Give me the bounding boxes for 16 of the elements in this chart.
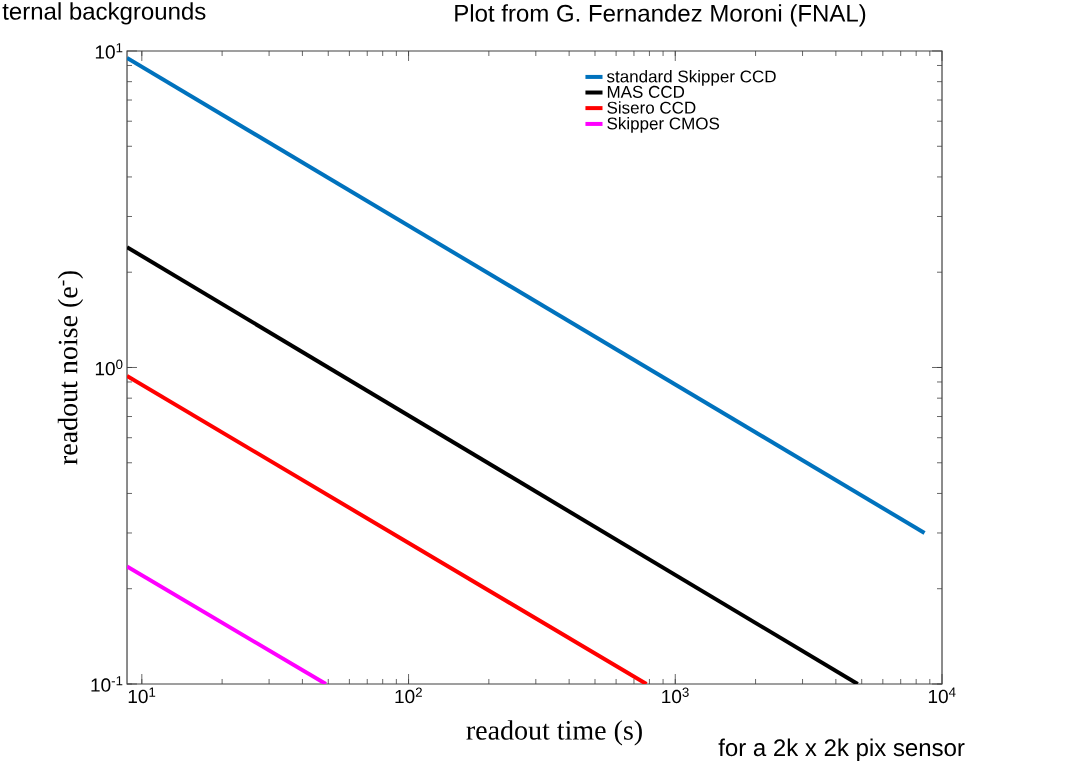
y-tick-label: 10$^{1}$ <box>95 43 123 59</box>
text: for a 2k x 2k pix sensor <box>718 738 965 761</box>
y-tick-label: 10$^{0}$ <box>95 359 123 376</box>
text: ternal backgrounds <box>2 2 206 25</box>
legend-label: Skipper CMOS <box>607 117 720 133</box>
x-tick-label: 10$^{4}$ <box>928 687 956 704</box>
x-tick-label: 10$^{3}$ <box>662 687 689 704</box>
x-axis-title: readout time (s) <box>466 720 642 746</box>
text: Plot from G. Fernandez Moroni (FNAL) <box>455 4 866 27</box>
legend-label: MAS CCD <box>607 85 685 98</box>
x-tick-label: 10$^{2}$ <box>395 687 422 704</box>
y-axis-title: readout noise (e$^{-}$) <box>57 271 84 465</box>
x-tick-label: 10$^{1}$ <box>128 687 156 704</box>
legend-label: standard Skipper CCD <box>606 70 776 86</box>
y-tick-label: 10$^{-1}$ <box>91 676 123 692</box>
legend-label: Sisero CCD <box>607 101 696 114</box>
